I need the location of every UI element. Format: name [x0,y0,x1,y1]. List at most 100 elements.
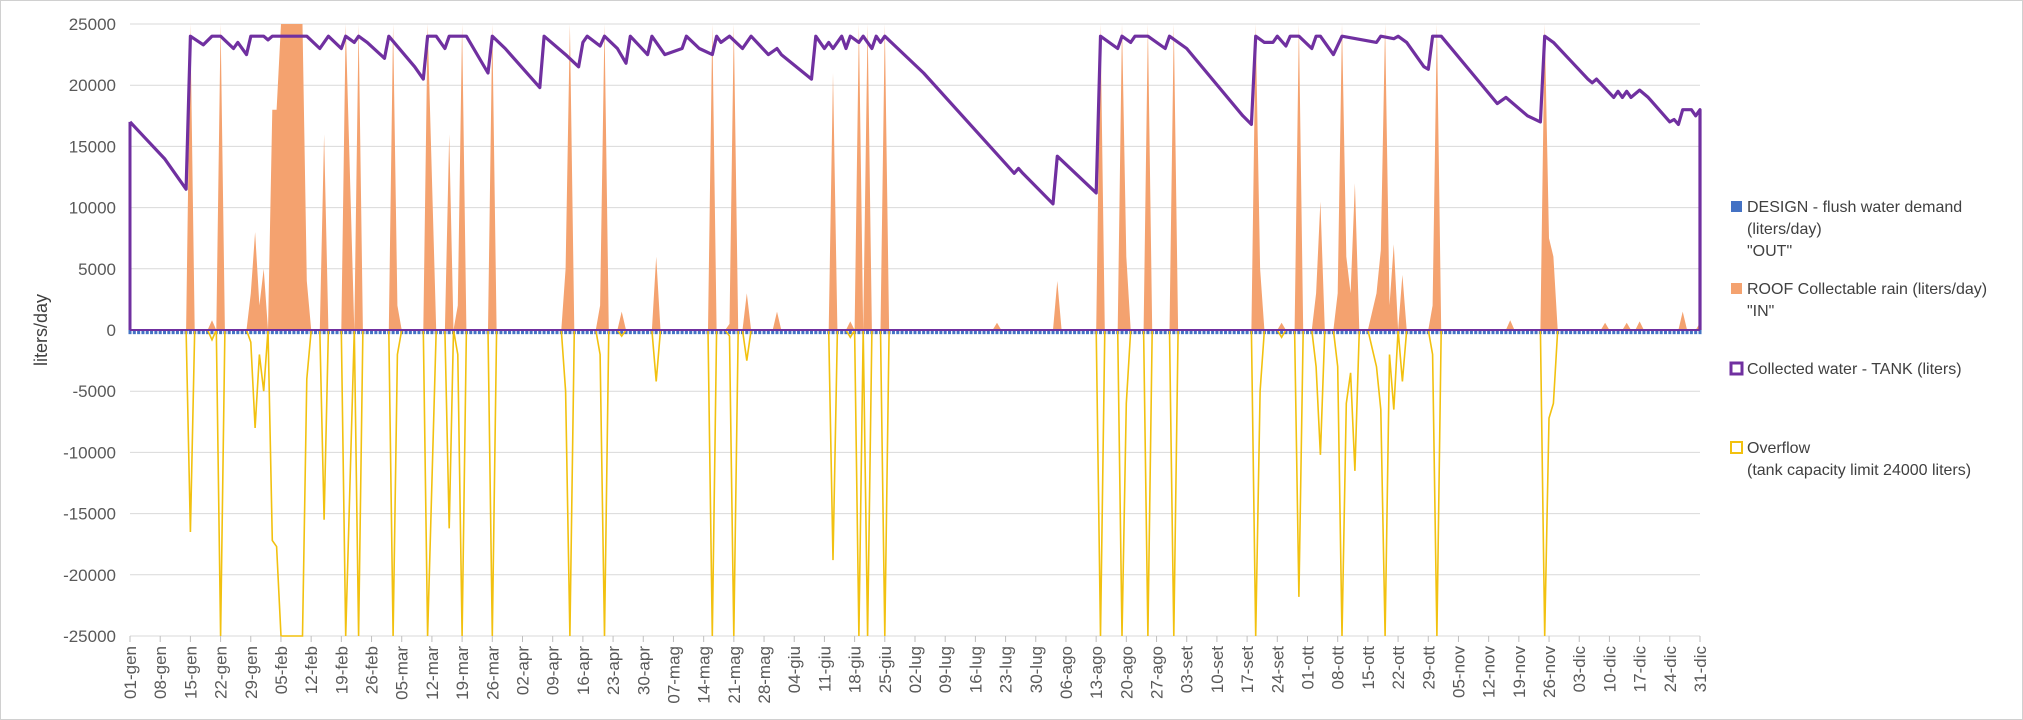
x-tick-label: 23-lug [997,646,1016,693]
demand-bar [158,330,162,335]
demand-bar [926,330,930,335]
x-tick-label: 27-ago [1148,646,1167,699]
demand-bar [1189,330,1193,335]
demand-bar [581,330,585,335]
demand-bar [283,330,287,335]
demand-bar [439,330,443,335]
demand-bar [490,330,494,335]
demand-bar [1086,330,1090,335]
demand-bar [404,330,408,335]
demand-bar [145,330,149,335]
demand-bar [1672,330,1676,335]
demand-bar [167,330,171,335]
demand-bar [408,330,412,335]
demand-bar [322,330,326,335]
demand-bar [676,330,680,335]
demand-bar [1569,330,1573,335]
demand-bar [1275,330,1279,335]
demand-bar [219,330,223,335]
x-tick-label: 17-dic [1631,646,1650,693]
x-tick-label: 05-feb [272,646,291,694]
demand-bar [939,330,943,335]
demand-bar [335,330,339,335]
demand-bar [1137,330,1141,335]
demand-bar [1280,330,1284,335]
demand-bar [611,330,615,335]
x-tick-label: 23-apr [604,646,623,695]
demand-bar [641,330,645,335]
demand-bar [615,330,619,335]
demand-bar [1629,330,1633,335]
demand-bar [1012,330,1016,335]
demand-bar [1081,330,1085,335]
demand-bar [1064,330,1068,335]
demand-bar [1353,330,1357,335]
x-tick-label: 20-ago [1117,646,1136,699]
demand-bar [1482,330,1486,335]
x-tick-label: 26-nov [1540,646,1559,698]
y-tick-label: 10000 [69,199,116,218]
rain-area [130,24,1700,330]
demand-bar [1573,330,1577,335]
x-tick-label: 15-gen [181,646,200,699]
x-tick-label: 26-feb [363,646,382,694]
demand-bar [1599,330,1603,335]
demand-bar [952,330,956,335]
x-tick-label: 05-mar [393,646,412,700]
y-axis-ticks: 25000 20000 15000 10000 5000 0 -5000 -10000 -150… [63,15,116,646]
demand-bar [1133,330,1137,335]
y-tick-label: -15000 [63,505,116,524]
demand-bar [292,330,296,335]
demand-bar [201,330,205,335]
demand-bar [1474,330,1478,335]
demand-bar [909,330,913,335]
demand-bar [1349,330,1353,335]
y-tick-label: 15000 [69,137,116,156]
x-tick-label: 24-dic [1661,646,1680,693]
x-tick-label: 19-feb [332,646,351,694]
demand-bar [620,330,624,335]
demand-bar [779,330,783,335]
demand-bar [775,330,779,335]
demand-bar [930,330,934,335]
demand-bar [797,330,801,335]
demand-bar [1297,330,1301,335]
demand-bar [1456,330,1460,335]
demand-bar [1159,330,1163,335]
demand-bar [1017,330,1021,335]
demand-bar [585,330,589,335]
demand-bar [1607,330,1611,335]
demand-bar [1314,330,1318,335]
demand-bar [965,330,969,335]
x-tick-label: 12-mar [423,646,442,700]
demand-bar [1271,330,1275,335]
demand-bar [1500,330,1504,335]
demand-bar [602,330,606,335]
legend-swatch [1731,201,1742,212]
demand-bar [1077,330,1081,335]
demand-bar [1288,330,1292,335]
demand-bar [1530,330,1534,335]
demand-bar [395,330,399,335]
x-tick-label: 30-apr [634,646,653,695]
demand-bar [301,330,305,335]
demand-bar [1284,330,1288,335]
demand-bar [995,330,999,335]
legend-label: "IN" [1747,303,1774,320]
demand-bar [1344,330,1348,335]
demand-bar [1698,330,1702,335]
demand-bar [628,330,632,335]
demand-bar [426,330,430,335]
demand-bar [128,330,132,335]
x-tick-label: 14-mag [695,646,714,704]
demand-bar [922,330,926,335]
demand-bar [1392,330,1396,335]
demand-bar [1172,330,1176,335]
demand-bar [667,330,671,335]
x-tick-label: 29-gen [242,646,261,699]
demand-bar [1431,330,1435,335]
demand-bar [413,330,417,335]
demand-bar [654,330,658,335]
demand-bar [391,330,395,335]
y-tick-label: -20000 [63,566,116,585]
